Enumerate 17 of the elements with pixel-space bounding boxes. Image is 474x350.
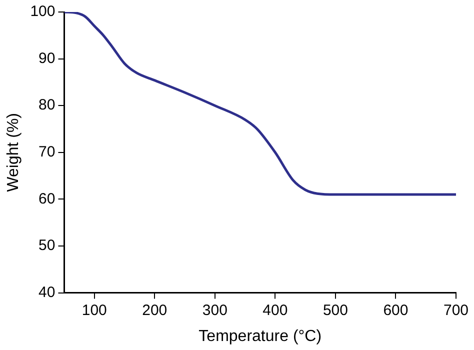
y-tick-label: 40 (38, 284, 56, 301)
x-tick-label: 600 (383, 302, 408, 319)
x-tick-label: 700 (443, 302, 469, 319)
x-tick-label: 300 (202, 302, 228, 319)
y-tick-label: 50 (38, 237, 56, 254)
y-tick-label: 100 (30, 3, 56, 20)
x-tick-label: 100 (82, 302, 107, 319)
y-tick-label: 70 (38, 144, 56, 161)
line-series (64, 12, 456, 196)
y-axis-title: Weight (%) (5, 112, 22, 192)
x-axis-title: Temperature (°C) (198, 328, 322, 345)
y-tick-label: 90 (38, 50, 56, 67)
y-tick-label: 80 (38, 96, 56, 114)
y-tick-label: 60 (38, 190, 56, 208)
x-tick-label: 400 (262, 302, 288, 319)
x-tick-label: 200 (142, 302, 168, 319)
x-tick-label: 500 (322, 302, 348, 319)
